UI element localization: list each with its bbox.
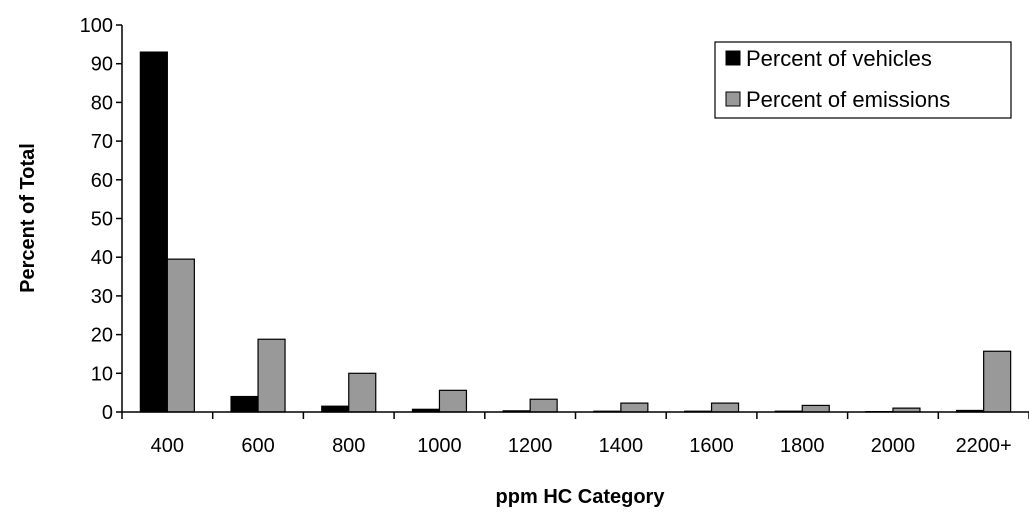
bar-emissions-1600 [710,402,740,413]
x-tick-label: 1200 [508,435,553,457]
legend-swatch-vehicles [725,50,741,66]
x-tick-label: 2000 [871,435,916,457]
bar-vehicles-400 [139,51,168,413]
bar-emissions-600 [257,338,286,413]
x-tick-label: 400 [151,435,184,457]
bar-emissions-400 [166,258,195,413]
bar-vehicles-800 [321,405,350,413]
bar-emissions-1400 [620,402,649,413]
x-tick-label: 2200+ [956,435,1012,457]
x-ticks-group: 400 600 800 1000 1200 1400 1600 1800 2000 2200+ [121,412,1029,457]
y-tick-label: 20 [91,325,113,347]
y-tick-label: 70 [91,131,113,153]
y-tick-label: 50 [91,209,113,231]
x-tick-label: 1800 [780,435,825,457]
y-tick-label: 90 [91,54,113,76]
y-tick-label: 40 [91,247,113,269]
y-tick-label: 0 [102,402,113,424]
y-tick-label: 10 [91,363,113,385]
x-tick-label: 800 [332,435,365,457]
x-axis-title: ppm HC Category [496,486,666,508]
y-tick-label: 80 [91,92,113,114]
legend-label-vehicles: Percent of vehicles [746,46,932,71]
bar-emissions-1000 [438,389,468,413]
legend: Percent of vehicles Percent of emissions [714,41,1012,119]
bar-emissions-2200+ [983,350,1012,413]
y-axis-title: Percent of Total [17,143,39,293]
bar-vehicles-600 [230,395,259,413]
y-tick-label: 100 [80,15,113,37]
legend-box [714,41,1012,119]
x-tick-label: 1600 [689,435,734,457]
y-tick-label: 60 [91,170,113,192]
bar-emissions-1800 [801,404,830,413]
legend-label-emissions: Percent of emissions [746,87,950,112]
x-tick-label: 1400 [599,435,644,457]
bar-emissions-1200 [529,398,558,413]
x-tick-label: 1000 [417,435,462,457]
y-ticks-group: 0 10 20 30 40 50 60 70 80 90 100 [80,15,122,424]
y-tick-label: 30 [91,286,113,308]
x-tick-label: 600 [241,435,274,457]
bar-emissions-800 [348,372,377,413]
legend-swatch-emissions [725,91,741,107]
